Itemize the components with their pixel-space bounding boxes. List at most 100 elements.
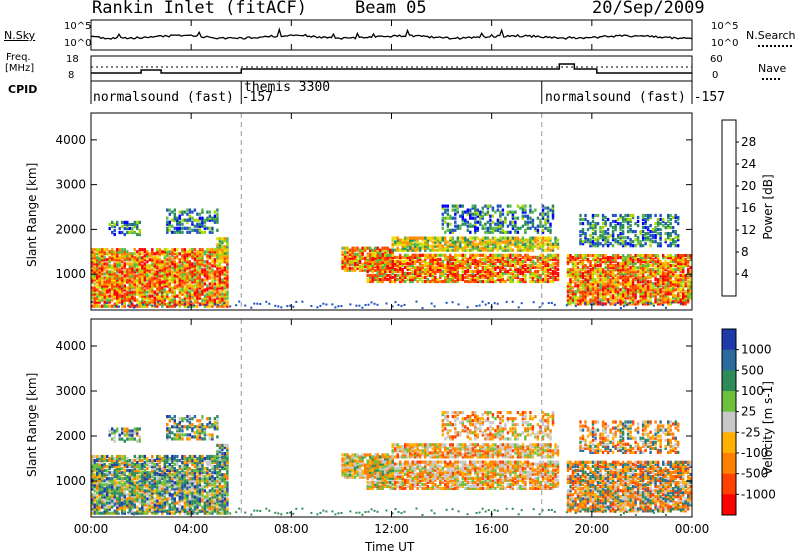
power-cell xyxy=(131,230,134,235)
power-cell xyxy=(489,275,492,280)
power-cell xyxy=(226,304,229,308)
power-cell xyxy=(123,252,126,256)
velocity-cell xyxy=(171,469,174,473)
power-cell xyxy=(361,268,364,272)
power-cell xyxy=(193,228,197,232)
velocity-cell xyxy=(429,468,432,472)
power-cell xyxy=(374,246,377,250)
velocity-cell xyxy=(193,497,197,501)
power-cell xyxy=(489,261,492,265)
velocity-cell xyxy=(196,475,199,479)
power-cell xyxy=(186,218,189,222)
velocity-cell xyxy=(426,462,429,466)
velocity-cell xyxy=(111,493,114,497)
velocity-cell xyxy=(171,456,174,461)
power-cell xyxy=(554,271,557,276)
power-cell xyxy=(226,247,229,251)
velocity-cell xyxy=(163,462,166,467)
velocity-cell xyxy=(188,483,192,487)
power-cell xyxy=(96,260,99,264)
velocity-cell xyxy=(158,479,161,483)
power-cell xyxy=(389,257,392,261)
power-cell xyxy=(198,274,202,278)
velocity-cell xyxy=(504,470,507,474)
power-cell xyxy=(381,246,384,250)
power-cell xyxy=(501,257,505,261)
power-cell xyxy=(148,294,151,298)
velocity-cell xyxy=(183,473,187,477)
velocity-cell xyxy=(466,470,469,474)
power-cell xyxy=(163,278,166,282)
velocity-cell xyxy=(549,470,552,474)
power-cell xyxy=(121,224,124,229)
power-cell xyxy=(208,230,212,234)
power-cell xyxy=(193,284,197,288)
velocity-cell xyxy=(536,470,540,474)
power-cell xyxy=(116,280,119,284)
velocity-cell xyxy=(151,458,154,463)
velocity-cell xyxy=(226,462,229,466)
velocity-cell xyxy=(511,480,515,484)
velocity-cell xyxy=(156,456,159,461)
power-cell xyxy=(211,268,214,272)
velocity-cell xyxy=(123,505,126,509)
power-cell xyxy=(471,277,474,282)
power-cell xyxy=(113,262,116,266)
power-cell xyxy=(451,279,454,284)
power-cell xyxy=(118,258,121,262)
velocity-cell xyxy=(196,505,199,509)
velocity-cell xyxy=(91,495,94,499)
velocity-cell xyxy=(519,460,522,464)
velocity-cell xyxy=(414,482,417,486)
power-cell xyxy=(163,252,166,256)
velocity-cell xyxy=(116,511,119,515)
velocity-cell xyxy=(499,484,502,488)
power-cell xyxy=(116,266,119,270)
velocity-cell xyxy=(389,460,392,464)
power-cell xyxy=(201,282,204,286)
velocity-cell xyxy=(464,476,467,480)
velocity-cell xyxy=(218,445,222,450)
velocity-cell xyxy=(421,478,424,482)
power-cell xyxy=(168,282,171,286)
velocity-cell xyxy=(96,458,99,463)
velocity-cell xyxy=(213,456,217,461)
power-cell xyxy=(198,264,202,268)
power-cell xyxy=(161,300,164,304)
power-cell xyxy=(489,263,492,267)
velocity-cell xyxy=(529,470,532,474)
velocity-cell xyxy=(436,460,439,464)
power-cell xyxy=(186,212,189,216)
velocity-cell xyxy=(541,462,545,466)
power-cell xyxy=(161,252,164,256)
power-cell xyxy=(226,270,229,274)
power-cell xyxy=(421,265,424,269)
power-cell xyxy=(486,259,490,263)
velocity-cell xyxy=(111,481,114,485)
power-cell xyxy=(424,267,427,271)
velocity-cell xyxy=(544,474,547,478)
power-cell xyxy=(153,300,156,304)
velocity-cell xyxy=(218,507,222,511)
velocity-cell xyxy=(216,427,219,431)
power-cell xyxy=(379,248,382,252)
power-cell xyxy=(128,266,131,270)
velocity-cell xyxy=(133,465,136,469)
velocity-cell xyxy=(374,466,377,470)
velocity-cell xyxy=(198,454,202,459)
power-cell xyxy=(371,273,374,278)
power-cell xyxy=(106,278,109,282)
power-cell xyxy=(551,271,555,276)
power-cell xyxy=(223,268,227,272)
power-cell xyxy=(98,294,101,298)
velocity-cell xyxy=(161,469,164,473)
velocity-cell xyxy=(203,475,207,479)
power-cell xyxy=(401,255,404,259)
velocity-cell xyxy=(168,489,171,493)
power-cell xyxy=(106,276,109,280)
power-cell xyxy=(121,266,124,270)
power-cell xyxy=(131,298,134,302)
velocity-cell xyxy=(213,493,217,497)
velocity-cell xyxy=(454,466,457,470)
velocity-cell xyxy=(143,473,146,477)
